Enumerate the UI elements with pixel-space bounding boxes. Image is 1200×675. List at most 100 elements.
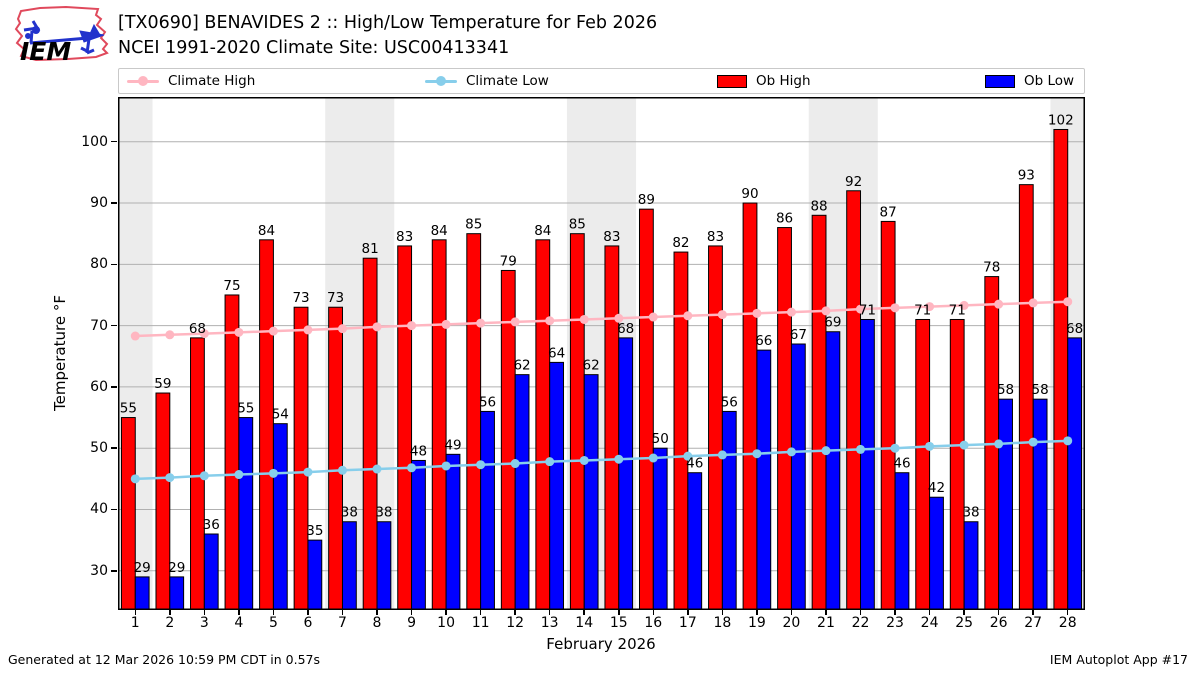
ob-high-bar <box>673 251 689 610</box>
climate-high-marker <box>510 317 520 327</box>
y-tick-label: 60 <box>90 378 108 395</box>
x-tick-label: 13 <box>540 615 559 631</box>
climate-high-marker <box>130 331 140 341</box>
climate-high-marker <box>1063 297 1073 307</box>
ob-high-label: 79 <box>500 253 517 269</box>
ob-high-label: 83 <box>396 229 413 245</box>
ob-high-label: 93 <box>1018 168 1035 184</box>
x-tick-mark <box>825 610 827 615</box>
ob-low-bar <box>411 459 426 610</box>
x-tick-label: 14 <box>575 615 594 631</box>
chart-title-line1: [TX0690] BENAVIDES 2 :: High/Low Tempera… <box>118 13 658 33</box>
ob-low-label: 56 <box>479 394 496 410</box>
ob-high-bar <box>535 239 551 610</box>
y-tick-mark <box>111 447 117 449</box>
climate-low-marker <box>337 465 347 475</box>
x-tick-label: 22 <box>851 615 870 631</box>
x-tick-mark <box>756 610 758 615</box>
x-tick-mark <box>445 610 447 615</box>
climate-low-marker <box>234 470 244 480</box>
y-tick-mark <box>111 570 117 572</box>
climate-low-marker <box>130 474 140 484</box>
ob-low-bar <box>169 576 185 610</box>
climate-low-marker <box>821 446 831 456</box>
y-tick-mark <box>111 324 117 327</box>
x-tick-label: 28 <box>1058 615 1077 631</box>
y-tick-label: 90 <box>90 195 108 212</box>
ob-high-bar <box>431 239 447 610</box>
climate-low-marker <box>441 461 451 471</box>
ob-low-legend-swatch <box>985 74 1015 88</box>
ob-high-label: 59 <box>154 376 171 392</box>
climate-high-marker <box>372 322 382 332</box>
ob-low-label: 46 <box>893 456 910 472</box>
x-tick-mark <box>238 610 240 615</box>
x-tick-label: 16 <box>644 615 663 631</box>
ob-low-label: 42 <box>928 480 945 496</box>
ob-low-label: 68 <box>617 321 634 337</box>
legend-item-ob-high: Ob High <box>717 69 811 93</box>
ob-high-label: 83 <box>707 229 724 245</box>
ob-high-label: 92 <box>845 174 862 190</box>
climate-high-marker <box>579 314 589 324</box>
ob-high-bar <box>777 227 792 610</box>
ob-high-label: 85 <box>465 217 482 233</box>
ob-low-label: 62 <box>513 358 530 374</box>
ob-high-label: 85 <box>569 217 586 233</box>
climate-low-marker <box>856 444 866 454</box>
x-tick-label: 24 <box>920 615 939 631</box>
plot-frame <box>118 97 1085 610</box>
ob-low-label: 38 <box>962 505 979 521</box>
climate-low-marker <box>614 454 624 464</box>
ob-low-label: 46 <box>686 456 703 472</box>
ob-high-label: 73 <box>327 290 344 306</box>
ob-low-bar <box>238 417 254 610</box>
ob-low-bar <box>1067 337 1083 610</box>
ob-low-label: 58 <box>997 382 1014 398</box>
climate-low-marker <box>545 457 555 467</box>
climate-high-marker <box>165 330 175 340</box>
x-tick-mark <box>963 610 965 615</box>
x-tick-mark <box>894 610 896 615</box>
ob-high-label: 89 <box>638 192 655 208</box>
y-tick-mark <box>111 140 117 143</box>
x-tick-mark <box>652 610 655 615</box>
ob-high-label: 55 <box>120 401 137 417</box>
ob-low-label: 49 <box>444 437 461 453</box>
ob-high-bar <box>638 208 654 610</box>
y-tick-label: 100 <box>81 133 108 150</box>
x-tick-mark <box>928 610 931 615</box>
climate-high-marker <box>683 311 693 321</box>
x-tick-mark <box>997 610 1000 615</box>
climate-high-marker <box>994 299 1004 309</box>
x-tick-mark <box>410 610 413 615</box>
x-tick-label: 6 <box>303 615 313 631</box>
ob-high-bar <box>604 245 620 610</box>
plot-area: 55 29 59 29 68 36 75 55 84 54 73 35 73 38 81 38 83 48 84 49… <box>118 97 1085 610</box>
ob-high-label: 75 <box>223 278 240 294</box>
climate-high-marker <box>752 308 762 318</box>
climate-high-marker <box>648 312 658 322</box>
ob-low-bar <box>825 331 841 610</box>
x-axis-title: February 2026 <box>546 635 656 653</box>
ob-high-label: 87 <box>880 204 897 220</box>
x-tick-label: 19 <box>747 615 766 631</box>
x-tick-mark <box>479 610 482 615</box>
ob-low-bar <box>790 343 806 610</box>
y-tick-mark <box>111 263 117 266</box>
ob-high-bar <box>224 294 240 610</box>
climate-high-marker <box>407 321 417 331</box>
ob-high-bar <box>466 233 482 610</box>
x-tick-label: 20 <box>782 615 801 631</box>
y-tick-label: 80 <box>90 256 108 273</box>
ob-high-bar <box>880 220 896 610</box>
y-tick-mark <box>111 508 117 511</box>
x-tick-mark <box>203 610 206 615</box>
ob-high-bar <box>846 190 862 610</box>
iowa-outline-graphic: IEM <box>14 5 109 66</box>
climate-high-marker <box>890 303 900 313</box>
chart-legend: Climate High Climate Low Ob High Ob Low <box>118 68 1085 94</box>
x-tick-label: 17 <box>678 615 697 631</box>
ob-high-bar <box>155 392 171 610</box>
climate-low-marker <box>648 453 658 463</box>
